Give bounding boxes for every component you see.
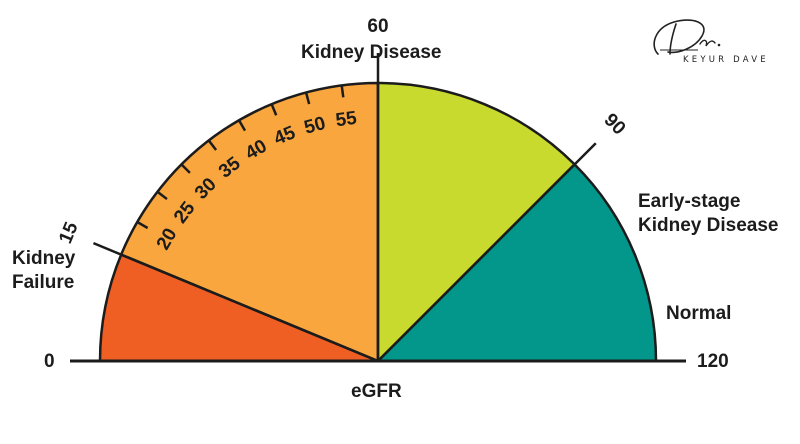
boundary-tick-label-2: 90 xyxy=(600,110,630,140)
signature-logo xyxy=(653,19,721,55)
minor-tick-0 xyxy=(136,220,149,230)
boundary-tick-label-0: 15 xyxy=(55,219,83,247)
zone-3 xyxy=(376,163,658,363)
minor-tick-label-7: 55 xyxy=(334,108,358,132)
minor-tick-5 xyxy=(270,103,278,116)
early-stage-label: Early-stage Kidney Disease xyxy=(638,191,779,236)
minor-tick-4 xyxy=(237,119,247,132)
normal-label: Normal xyxy=(666,303,732,324)
min-value-label: 0 xyxy=(44,351,55,372)
minor-tick-2 xyxy=(180,163,191,174)
max-value-label: 120 xyxy=(697,351,729,372)
logo-name: KEYUR DAVE xyxy=(683,55,769,65)
boundary-tick-label-1: 60 xyxy=(367,16,388,37)
divider-line-0 xyxy=(92,241,379,363)
minor-tick-3 xyxy=(207,139,218,151)
kidney-failure-label: Kidney Failure xyxy=(12,248,76,293)
minor-tick-1 xyxy=(156,190,168,201)
kidney-disease-title: Kidney Disease xyxy=(301,42,442,63)
egfr-axis-label: eGFR xyxy=(351,381,402,402)
zone-2 xyxy=(376,81,576,363)
minor-tick-6 xyxy=(304,92,311,105)
minor-tick-7 xyxy=(340,85,345,98)
divider-line-2 xyxy=(377,142,597,362)
